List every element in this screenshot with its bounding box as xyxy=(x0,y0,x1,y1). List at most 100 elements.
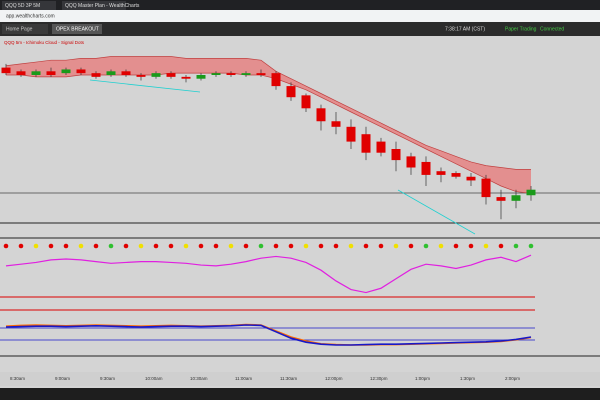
indicator-line xyxy=(5,324,532,346)
signal-dot xyxy=(33,243,39,249)
candle-body xyxy=(31,71,41,75)
time-label: 1:30pm xyxy=(460,376,475,381)
status: Connected xyxy=(540,26,564,32)
signal-dot xyxy=(78,243,84,249)
time-axis xyxy=(0,372,600,386)
signal-dot xyxy=(393,243,399,249)
candle-body xyxy=(331,121,341,127)
time-label: 9:30am xyxy=(100,376,115,381)
candle-body xyxy=(481,178,491,198)
app-tab[interactable] xyxy=(52,24,102,34)
trend-line xyxy=(397,189,476,235)
candle-body xyxy=(496,197,506,201)
oscillator-line xyxy=(5,254,532,294)
signal-dot xyxy=(213,243,219,249)
time-label: 10:00am xyxy=(145,376,163,381)
signal-dot xyxy=(123,243,129,249)
candle-body xyxy=(211,73,221,75)
signal-dot xyxy=(318,243,324,249)
signal-dot xyxy=(228,243,234,249)
time-label: 2:00pm xyxy=(505,376,520,381)
candle-body xyxy=(16,71,26,75)
signal-dot xyxy=(483,243,489,249)
signal-dot xyxy=(528,243,534,249)
address-bar xyxy=(0,10,600,22)
signal-dot xyxy=(333,243,339,249)
signal-dot xyxy=(153,243,159,249)
candle-body xyxy=(1,67,11,74)
time-label: 1:00pm xyxy=(415,376,430,381)
time-label: 11:30am xyxy=(280,376,297,381)
app-tab[interactable] xyxy=(2,24,48,34)
signal-dot xyxy=(348,243,354,249)
candle-body xyxy=(451,173,461,177)
signal-dot xyxy=(408,243,414,249)
mode: Paper Trading xyxy=(505,26,537,32)
signal-dot xyxy=(243,243,249,249)
time-label: 12:00pm xyxy=(325,376,343,381)
signal-dot xyxy=(513,243,519,249)
browser-tabbar xyxy=(0,0,600,10)
cloud xyxy=(6,56,531,194)
candle-body xyxy=(511,195,521,201)
candle-body xyxy=(166,73,176,77)
time-label: 8:30am xyxy=(10,376,25,381)
signal-dot xyxy=(18,243,24,249)
signal-dot xyxy=(423,243,429,249)
candle-body xyxy=(241,73,251,75)
trend-line xyxy=(89,79,201,93)
chart-legend: QQQ 5m - Ichimoku Cloud - Signal Dots xyxy=(4,40,85,45)
time-label: 9:00am xyxy=(55,376,70,381)
browser-tab[interactable] xyxy=(62,1,126,10)
candle-body xyxy=(121,71,131,75)
candle-body xyxy=(526,189,536,196)
time-label: 10:30am xyxy=(190,376,208,381)
candle-body xyxy=(376,141,386,153)
app-tab-label[interactable]: OPEX BREAKOUT xyxy=(56,26,99,32)
candle-body xyxy=(286,86,296,98)
candle-body xyxy=(436,171,446,175)
signal-dot xyxy=(48,243,54,249)
browser-tab[interactable] xyxy=(2,1,56,10)
time-label: 12:30pm xyxy=(370,376,388,381)
candle-body xyxy=(151,73,161,77)
candle-body xyxy=(61,69,71,74)
clock: 7:38:17 AM (CST) xyxy=(445,26,485,32)
tab-title: QQQ Master Plan - WealthCharts xyxy=(65,3,140,9)
signal-dot xyxy=(183,243,189,249)
app-toolbar xyxy=(0,22,600,36)
candle-body xyxy=(346,126,356,142)
cloud-upper xyxy=(5,56,531,170)
candle-body xyxy=(271,73,281,87)
candle-body xyxy=(301,95,311,109)
signal-dot xyxy=(63,243,69,249)
candle-body xyxy=(256,73,266,75)
signal-dot xyxy=(198,243,204,249)
address[interactable]: app.wealthcharts.com xyxy=(6,13,55,19)
signal-dot xyxy=(93,243,99,249)
candle-body xyxy=(421,161,431,175)
candle-body xyxy=(361,134,371,153)
signal-dot xyxy=(468,243,474,249)
signal-dot xyxy=(288,243,294,249)
signal-dot xyxy=(363,243,369,249)
candle-body xyxy=(316,108,326,122)
signal-dot xyxy=(378,243,384,249)
signal-dot xyxy=(453,243,459,249)
signal-dot xyxy=(303,243,309,249)
candle-body xyxy=(466,176,476,181)
app-tab-label[interactable]: Home Page xyxy=(6,26,33,32)
signal-dot xyxy=(3,243,9,249)
signal-dot xyxy=(168,243,174,249)
candle-body xyxy=(406,156,416,168)
signal-dot xyxy=(108,243,114,249)
candle-body xyxy=(106,71,116,75)
signal-dot xyxy=(138,243,144,249)
signal-dot xyxy=(498,243,504,249)
candle-body xyxy=(136,75,146,77)
candle-body xyxy=(46,71,56,75)
signal-dot xyxy=(273,243,279,249)
signal-dot xyxy=(438,243,444,249)
candle-body xyxy=(76,69,86,74)
